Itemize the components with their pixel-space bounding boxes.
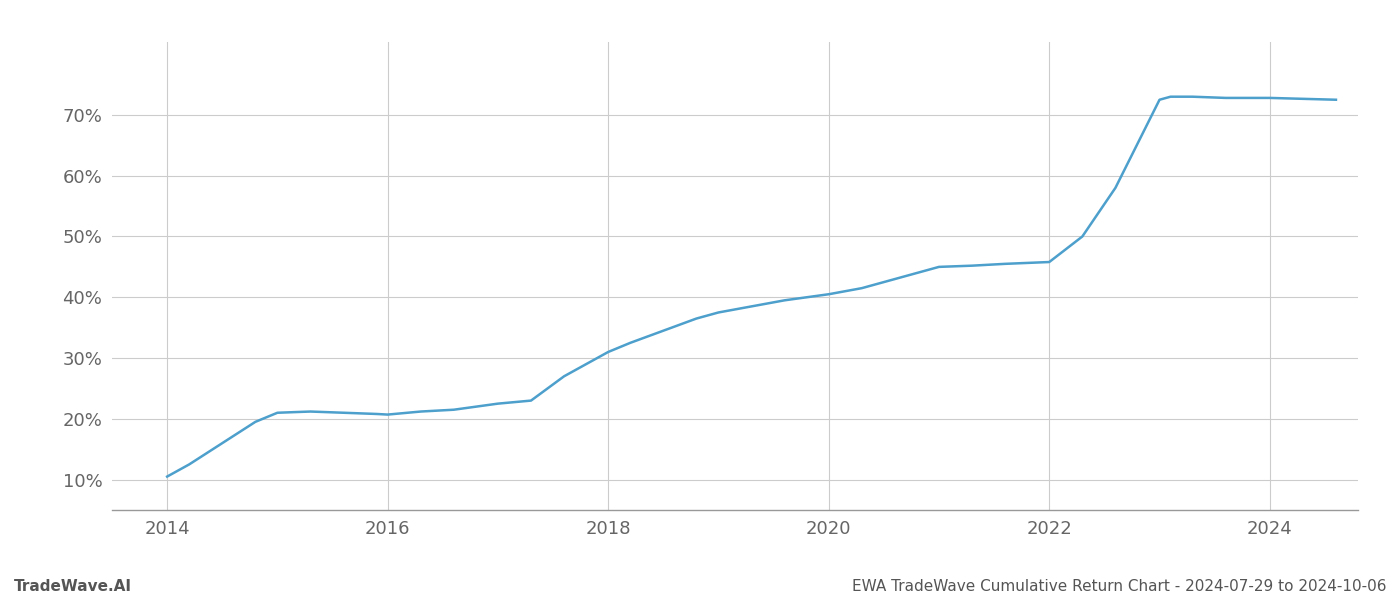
Text: EWA TradeWave Cumulative Return Chart - 2024-07-29 to 2024-10-06: EWA TradeWave Cumulative Return Chart - … <box>851 579 1386 594</box>
Text: TradeWave.AI: TradeWave.AI <box>14 579 132 594</box>
